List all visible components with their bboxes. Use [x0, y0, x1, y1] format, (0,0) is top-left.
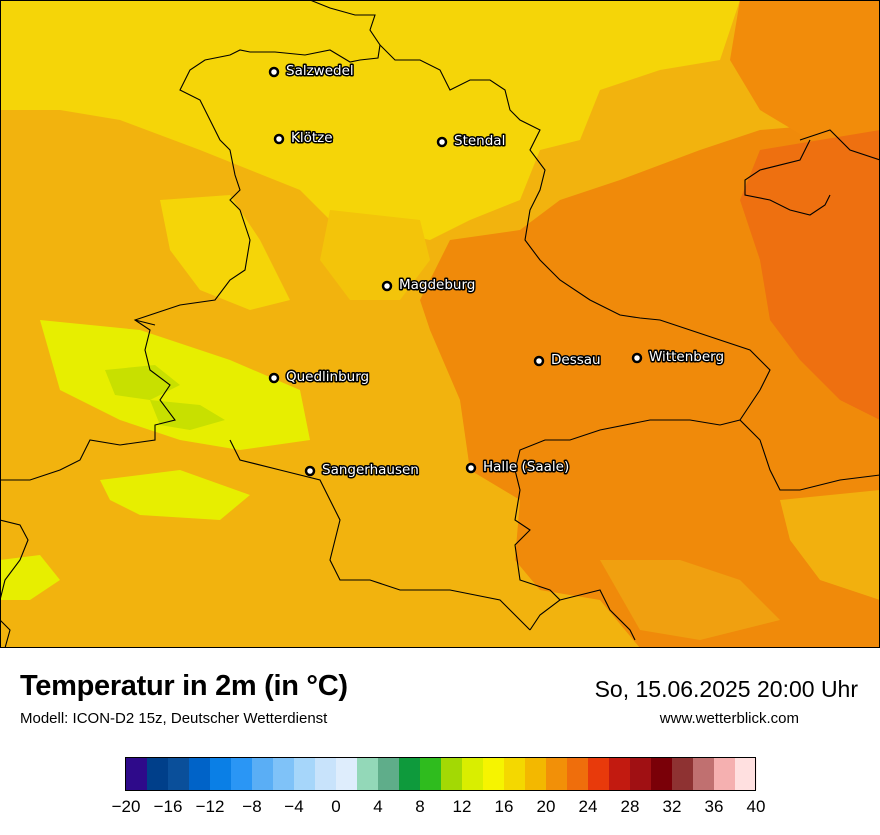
city-salzwedel: Salzwedel: [268, 62, 355, 81]
legend-swatch: [336, 758, 358, 790]
temperature-map: Salzwedel Klötze Stendal Magdeburg Dessa…: [0, 0, 880, 648]
legend-swatch: [399, 758, 421, 790]
temperature-zone-northeast: [730, 0, 880, 140]
legend-swatch: [483, 758, 505, 790]
legend-swatch: [273, 758, 295, 790]
city-label-quedlinburg: Quedlinburg: [286, 369, 369, 385]
legend-swatch: [189, 758, 211, 790]
legend-swatch: [378, 758, 400, 790]
legend-swatch: [714, 758, 736, 790]
legend-tick-label: 40: [747, 797, 766, 816]
legend-swatch: [672, 758, 694, 790]
color-legend: −20 −16 −12 −8 −4 0 4 8 12 16 20 24 28 32 36 40: [0, 748, 880, 830]
city-label-sangerhausen: Sangerhausen: [322, 462, 419, 478]
city-label-salzwedel: Salzwedel: [286, 63, 354, 79]
temperature-zone-magdeburg: [320, 210, 430, 300]
city-sangerhausen: Sangerhausen: [304, 461, 420, 480]
city-dot: [304, 465, 316, 477]
city-stendal: Stendal: [436, 132, 507, 151]
legend-swatch: [609, 758, 631, 790]
legend-swatch: [420, 758, 442, 790]
city-dot: [533, 355, 545, 367]
footer: Temperatur in 2m (in °C) Modell: ICON-D2…: [0, 648, 880, 830]
legend-canvas: −20 −16 −12 −8 −4 0 4 8 12 16 20 24 28 32 36 40: [112, 757, 766, 816]
legend-swatch: [525, 758, 547, 790]
legend-tick-label: 0: [331, 797, 340, 816]
city-label-dessau: Dessau: [551, 352, 601, 368]
legend-tick-label: 28: [621, 797, 640, 816]
city-dessau: Dessau: [533, 351, 602, 370]
temperature-zone-harz-peak-2: [150, 400, 225, 430]
legend-swatch: [735, 758, 757, 790]
city-dot: [273, 133, 285, 145]
legend-swatch: [168, 758, 190, 790]
legend-swatch: [357, 758, 379, 790]
legend-ticks: −20 −16 −12 −8 −4 0 4 8 12 16 20 24 28 32 36 40: [112, 797, 766, 816]
website-link[interactable]: www.wetterblick.com: [659, 710, 799, 727]
map-canvas: Salzwedel Klötze Stendal Magdeburg Dessa…: [0, 0, 880, 648]
city-label-stendal: Stendal: [454, 133, 505, 149]
legend-swatch: [546, 758, 568, 790]
legend-swatch: [147, 758, 169, 790]
legend-swatches: [126, 758, 757, 790]
legend-tick-label: 16: [495, 797, 514, 816]
temperature-zone-central: [160, 195, 290, 310]
city-dot: [465, 462, 477, 474]
legend-tick-label: 4: [373, 797, 382, 816]
city-magdeburg: Magdeburg: [381, 276, 477, 295]
legend-swatch: [693, 758, 715, 790]
legend-swatch: [504, 758, 526, 790]
city-dot: [436, 136, 448, 148]
legend-swatch: [252, 758, 274, 790]
legend-tick-label: 32: [663, 797, 682, 816]
city-quedlinburg: Quedlinburg: [268, 368, 371, 387]
city-dot: [268, 66, 280, 78]
city-label-kloetze: Klötze: [291, 130, 333, 146]
legend-swatch: [651, 758, 673, 790]
city-label-magdeburg: Magdeburg: [399, 277, 475, 293]
city-label-halle: Halle (Saale): [483, 459, 569, 475]
legend-swatch: [462, 758, 484, 790]
legend-tick-label: −16: [154, 797, 183, 816]
temperature-zone-north: [0, 0, 740, 240]
city-markers: Salzwedel Klötze Stendal Magdeburg Dessa…: [268, 62, 726, 480]
city-dot: [268, 372, 280, 384]
forecast-datetime: So, 15.06.2025 20:00 Uhr: [594, 676, 858, 702]
legend-tick-label: −20: [112, 797, 141, 816]
legend-swatch: [441, 758, 463, 790]
legend-tick-label: 24: [579, 797, 598, 816]
city-dot: [631, 352, 643, 364]
legend-swatch: [210, 758, 232, 790]
city-kloetze: Klötze: [273, 129, 334, 148]
city-label-wittenberg: Wittenberg: [649, 349, 724, 365]
legend-swatch: [315, 758, 337, 790]
legend-tick-label: −12: [196, 797, 225, 816]
legend-tick-label: 12: [453, 797, 472, 816]
legend-swatch: [630, 758, 652, 790]
page-title: Temperatur in 2m (in °C): [20, 670, 348, 702]
legend-swatch: [567, 758, 589, 790]
model-info: Modell: ICON-D2 15z, Deutscher Wetterdie…: [20, 710, 328, 727]
legend-tick-label: −8: [242, 797, 261, 816]
temperature-zone-east-cooler: [780, 490, 880, 600]
legend-tick-label: 20: [537, 797, 556, 816]
legend-swatch: [588, 758, 610, 790]
legend-swatch: [126, 758, 148, 790]
legend-swatch: [294, 758, 316, 790]
temperature-zone-southeast: [600, 560, 780, 640]
legend-frame: [125, 757, 756, 791]
city-wittenberg: Wittenberg: [631, 348, 726, 367]
legend-tick-label: −4: [284, 797, 303, 816]
city-dot: [381, 280, 393, 292]
temperature-zone-southwest: [100, 470, 250, 520]
state-borders: [0, 0, 880, 648]
legend-tick-label: 36: [705, 797, 724, 816]
legend-swatch: [231, 758, 253, 790]
temperature-zone-harz-peak: [105, 365, 180, 400]
city-halle: Halle (Saale): [465, 458, 571, 477]
legend-tick-label: 8: [415, 797, 424, 816]
